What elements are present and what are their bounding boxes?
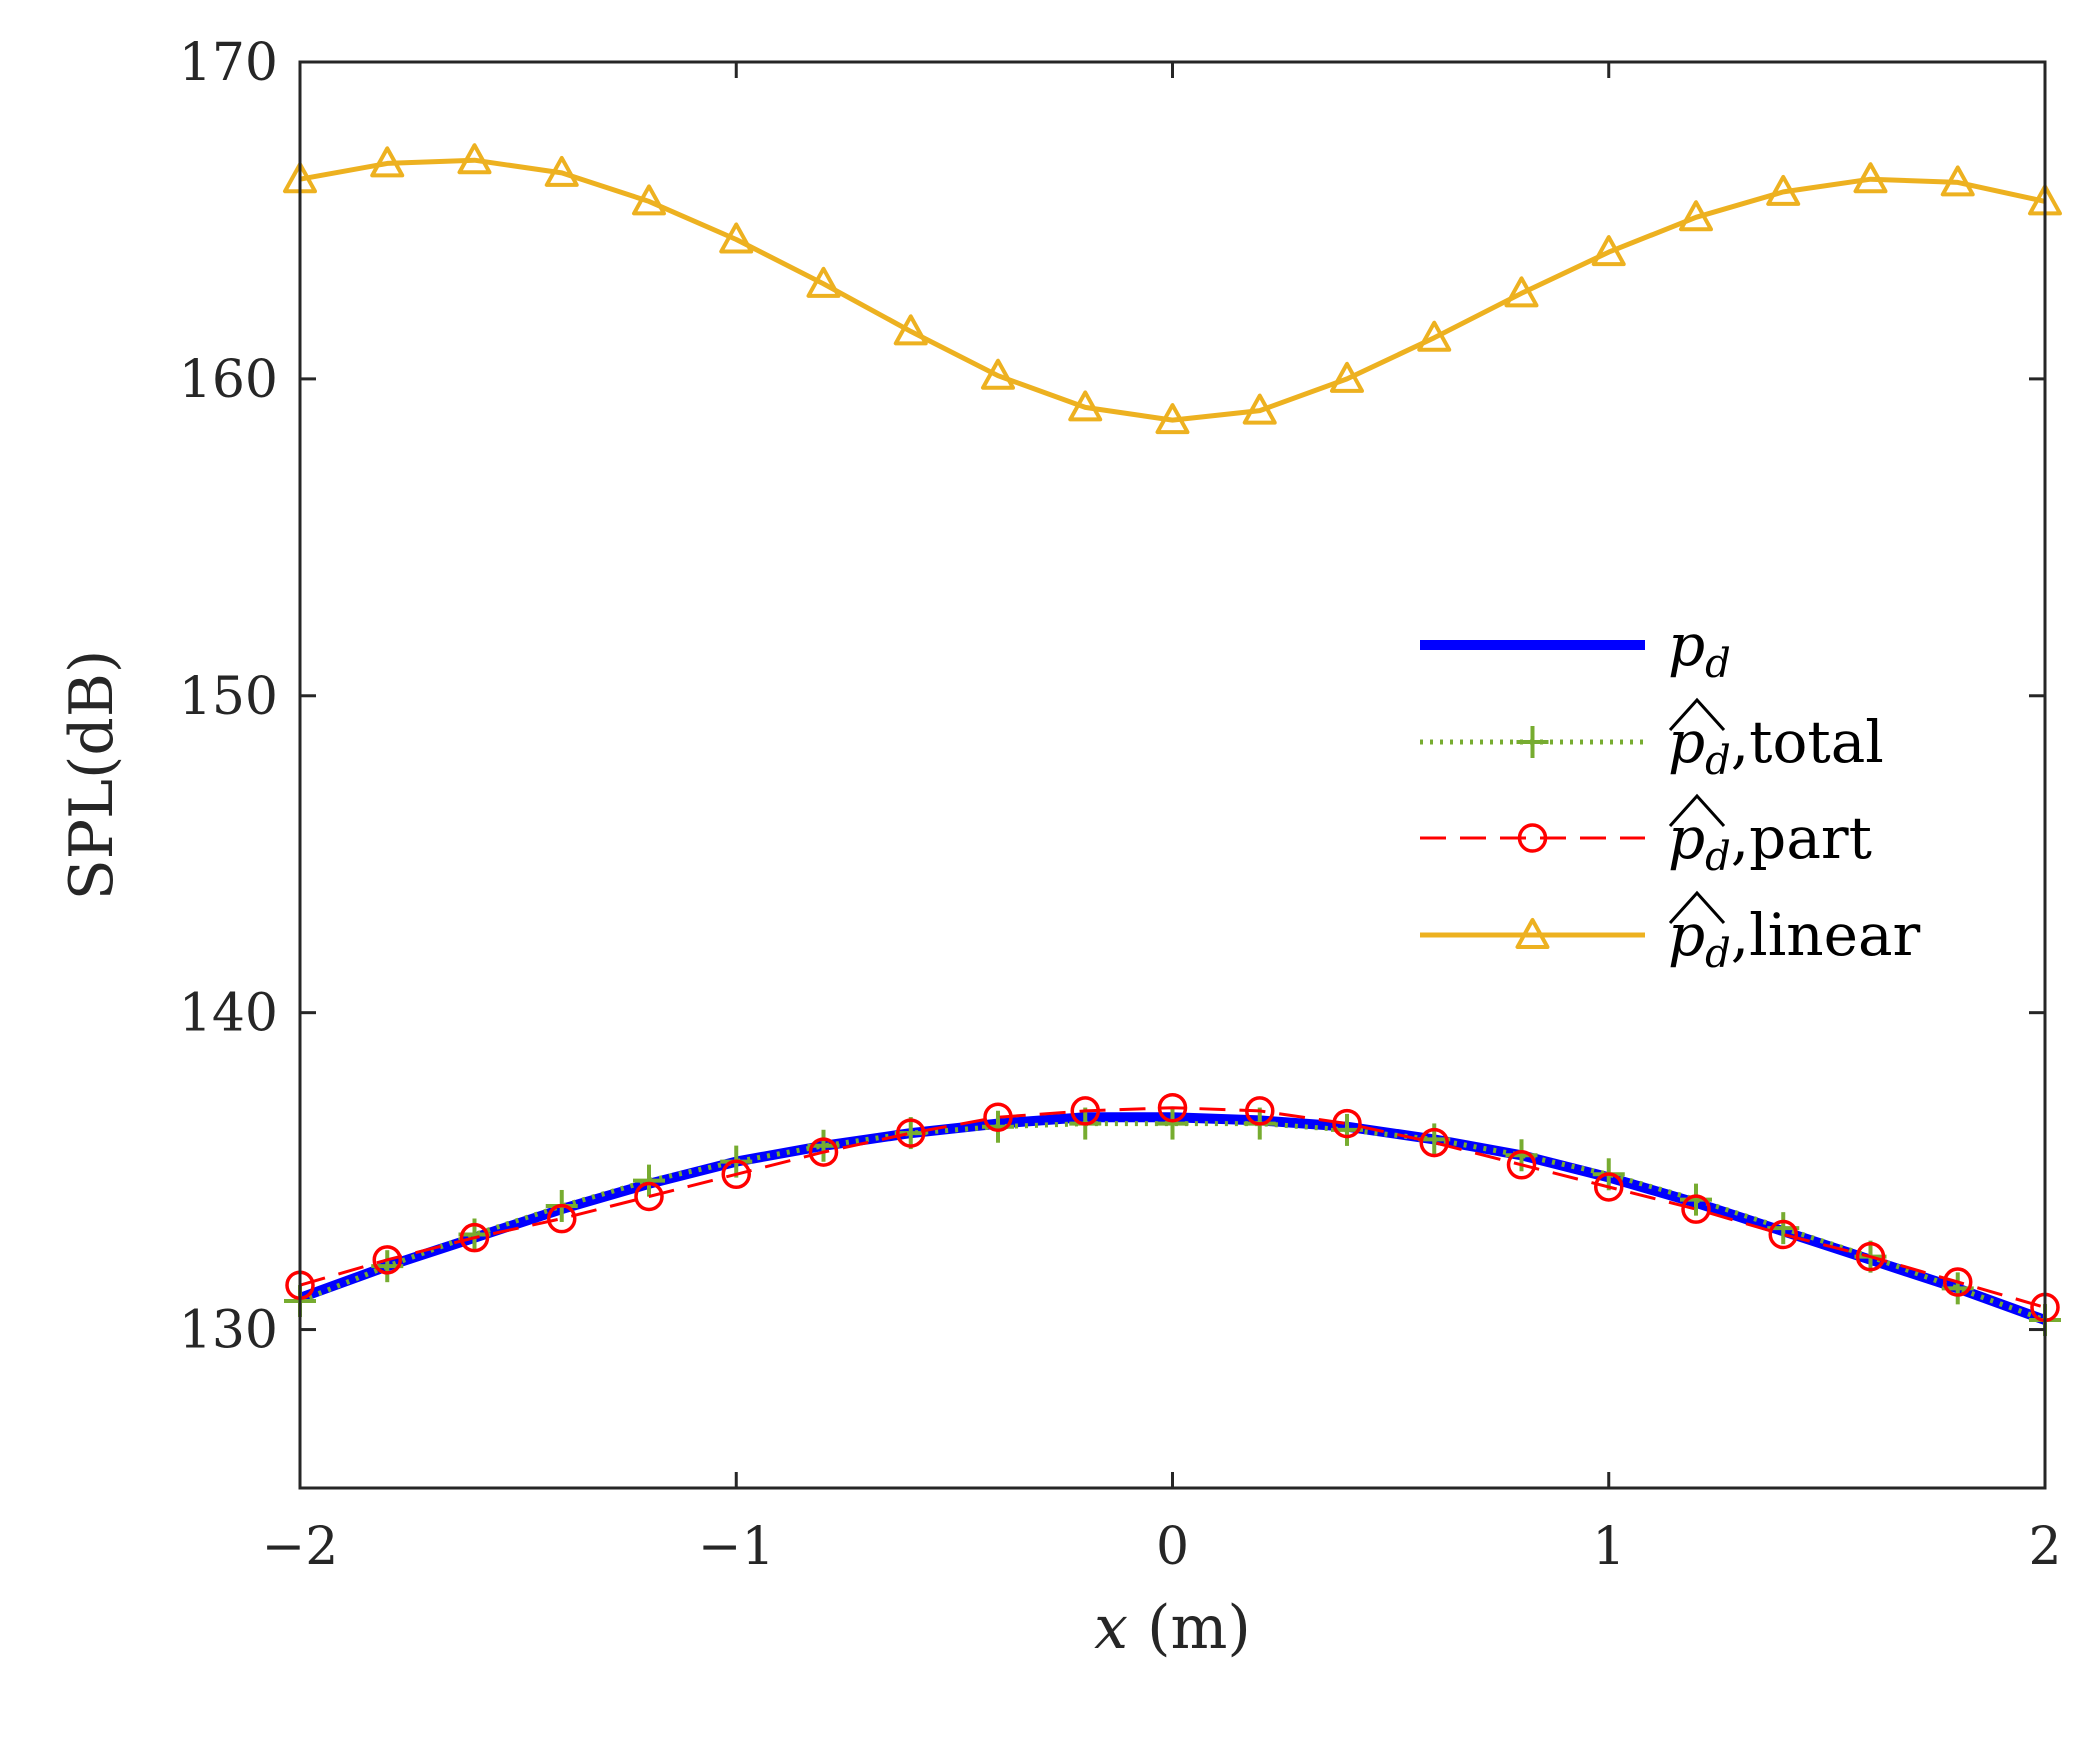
legend-symbol: p xyxy=(1668,901,1705,969)
x-tick-label: −1 xyxy=(698,1517,775,1577)
series-3-point-16 xyxy=(1679,200,1713,232)
legend-label-3: pd,linear xyxy=(1668,901,1921,977)
series-3-point-6 xyxy=(806,266,841,298)
x-tick-label: 0 xyxy=(1156,1517,1189,1577)
x-axis-title: x (m) xyxy=(1094,1593,1251,1663)
series-1-point-10 xyxy=(1156,1107,1189,1140)
series-3-point-17 xyxy=(1766,174,1801,206)
series-2-point-9 xyxy=(1070,1096,1100,1126)
x-tick-label: 2 xyxy=(2028,1517,2061,1577)
legend-label-1: pd,total xyxy=(1668,708,1884,784)
series-2-point-17 xyxy=(1768,1219,1798,1250)
legend-subscript: d xyxy=(1705,641,1731,687)
series-3-point-13 xyxy=(1417,320,1452,352)
legend-suffix: ,linear xyxy=(1731,901,1921,969)
x-axis-unit: (m) xyxy=(1147,1593,1251,1663)
series-3-point-11 xyxy=(1242,393,1277,425)
legend-label-0: pd xyxy=(1668,611,1731,687)
legend-item-0: pd xyxy=(1420,611,1731,687)
series-3-point-3 xyxy=(544,155,579,187)
x-tick-label: 1 xyxy=(1592,1517,1625,1577)
series-2-point-3 xyxy=(547,1203,577,1234)
y-tick-label: 160 xyxy=(179,350,278,410)
series-1-point-4 xyxy=(633,1164,665,1197)
legend-symbol: p xyxy=(1668,611,1705,679)
series-2-point-8 xyxy=(983,1102,1013,1132)
series-3-point-1 xyxy=(370,146,405,178)
series-3-point-5 xyxy=(719,222,754,254)
series-3-point-2 xyxy=(457,143,492,175)
legend-symbol: p xyxy=(1668,804,1705,872)
y-axis-title: SPL(dB) xyxy=(57,650,127,901)
series-2-point-7 xyxy=(896,1118,926,1148)
series-2 xyxy=(285,1092,2060,1323)
legend-hat-1 xyxy=(1668,697,1726,732)
series-2-point-11 xyxy=(1245,1096,1275,1126)
series-3-point-8 xyxy=(981,358,1015,390)
series-3-point-14 xyxy=(1504,276,1539,308)
series-2-point-15 xyxy=(1594,1172,1624,1202)
series-3-point-19 xyxy=(1940,165,1975,197)
series-1-line xyxy=(299,1121,2046,1323)
legend-subscript: d xyxy=(1705,834,1731,880)
y-tick-label: 130 xyxy=(179,1301,278,1361)
legend-marker-3 xyxy=(1515,918,1550,949)
legend-subscript: d xyxy=(1705,738,1731,784)
series-3-point-18 xyxy=(1853,162,1888,194)
legend-marker-1 xyxy=(1516,726,1549,758)
x-tick-label: −2 xyxy=(262,1517,339,1577)
legend-item-2: pd,part xyxy=(1420,793,1872,880)
series-3-point-7 xyxy=(893,314,928,346)
series-2-point-10 xyxy=(1157,1092,1188,1123)
series-2-point-12 xyxy=(1332,1108,1362,1139)
series-2-point-6 xyxy=(808,1137,839,1167)
legend-marker-2 xyxy=(1517,823,1548,853)
series-3-point-15 xyxy=(1591,235,1626,267)
series-2-point-18 xyxy=(1855,1241,1886,1272)
plot-area xyxy=(283,143,2062,1337)
legend-suffix: ,part xyxy=(1731,804,1872,872)
series-2-point-13 xyxy=(1419,1127,1449,1158)
x-axis-variable: x xyxy=(1094,1593,1128,1663)
legend-hat-3 xyxy=(1668,890,1726,925)
x-axis-spacer xyxy=(1128,1593,1147,1663)
legend-symbol: p xyxy=(1668,708,1705,776)
y-tick-label: 170 xyxy=(179,33,278,93)
legend-item-3: pd,linear xyxy=(1420,890,1921,977)
series-2-point-1 xyxy=(372,1245,402,1275)
series-2-point-5 xyxy=(721,1159,751,1190)
series-3-line xyxy=(299,157,2046,423)
series-3-point-4 xyxy=(632,184,666,216)
y-tick-label: 150 xyxy=(179,667,278,727)
series-3-point-9 xyxy=(1068,390,1103,422)
axes: −2 −1 0 1 2 130 140 150 160 170 x (m) SPL(dB) xyxy=(57,33,2062,1663)
series-3-point-10 xyxy=(1155,403,1190,435)
legend-item-1: pd,total xyxy=(1420,697,1884,784)
series-2-line xyxy=(299,1106,2046,1309)
legend-label-2: pd,part xyxy=(1668,804,1872,880)
series-2-point-16 xyxy=(1681,1194,1711,1224)
y-tick-label: 140 xyxy=(179,984,278,1044)
series-2-point-14 xyxy=(1506,1150,1537,1180)
legend-suffix: ,total xyxy=(1731,708,1884,776)
series-2-point-4 xyxy=(634,1181,664,1212)
series-1-point-7 xyxy=(894,1117,927,1150)
series-2-point-19 xyxy=(1943,1267,1973,1297)
legend-subscript: d xyxy=(1705,931,1731,977)
legend-hat-2 xyxy=(1668,793,1726,828)
series-3-point-12 xyxy=(1330,361,1364,393)
series-2-point-2 xyxy=(459,1222,490,1253)
